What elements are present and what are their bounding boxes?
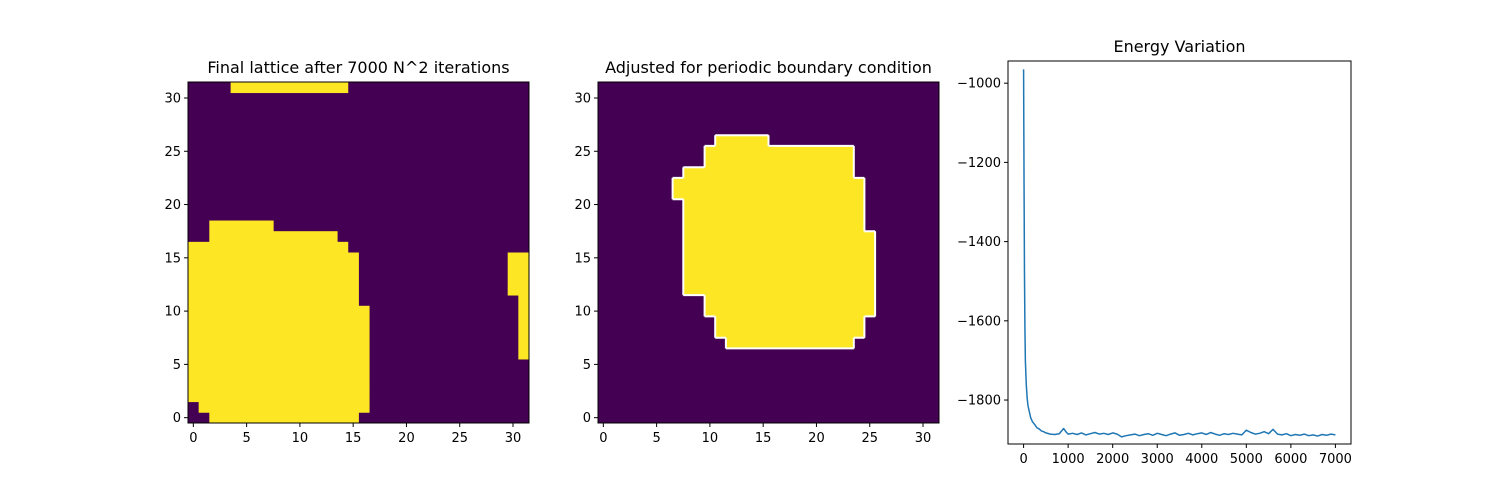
energy-panel-title: Energy Variation: [1113, 37, 1245, 56]
energy-frame: [1007, 60, 1352, 445]
energy-plot-area: [1008, 61, 1351, 444]
x-tick-label: 6000: [1274, 452, 1307, 467]
heatmap-cell-block: [715, 135, 769, 147]
heatmap-cell-block: [704, 295, 876, 317]
x-tick-label: 5000: [1230, 452, 1263, 467]
x-tick-label: 20: [808, 431, 825, 446]
x-tick-label: 2000: [1096, 452, 1129, 467]
y-tick-label: 20: [164, 198, 181, 213]
x-tick-label: 15: [755, 431, 772, 446]
x-tick-label: 30: [505, 431, 522, 446]
lattice-y-axis: 0 5 10 15 20 25 30: [164, 91, 188, 426]
x-tick-label: 10: [702, 431, 719, 446]
heatmap-cell-block: [188, 391, 370, 403]
heatmap-cell-block: [672, 177, 865, 200]
heatmap-cell-block: [683, 167, 855, 179]
y-tick-label: 30: [164, 91, 181, 106]
energy-series-line: [1022, 69, 1336, 438]
x-tick-label: 1000: [1052, 452, 1085, 467]
y-tick-label: −1000: [957, 77, 1001, 92]
adjusted-panel: Adjusted for periodic boundary condition…: [574, 58, 940, 446]
heatmap-cell-block: [209, 220, 274, 232]
heatmap-cell-block: [188, 252, 359, 307]
heatmap-cell-block: [683, 199, 865, 232]
x-tick-label: 15: [345, 431, 362, 446]
y-tick-label: 10: [574, 305, 591, 320]
adjusted-contour: [671, 134, 877, 350]
y-tick-label: 5: [583, 358, 591, 373]
heatmap-cell-block: [230, 82, 349, 94]
heatmap-cell-block: [209, 231, 338, 243]
y-tick-label: 15: [164, 251, 181, 266]
heatmap-cell-block: [198, 401, 370, 413]
heatmap-cell-block: [725, 337, 855, 349]
adjusted-panel-title: Adjusted for periodic boundary condition: [605, 58, 932, 77]
y-tick-label: 20: [574, 198, 591, 213]
y-tick-label: 25: [164, 145, 181, 160]
adjusted-y-axis: 0 5 10 15 20 25 30: [574, 91, 598, 426]
lattice-x-axis: 0 5 10 15 20 25 30: [189, 423, 521, 446]
y-tick-label: −1400: [957, 235, 1001, 250]
y-tick-label: 5: [173, 358, 181, 373]
lattice-cells: [188, 82, 530, 424]
x-tick-label: 25: [451, 431, 468, 446]
adjusted-x-axis: 0 5 10 15 20 25 30: [599, 423, 931, 446]
x-tick-label: 7000: [1319, 452, 1352, 467]
x-tick-label: 4000: [1185, 452, 1218, 467]
heatmap-cell-block: [209, 412, 359, 424]
y-tick-label: 0: [173, 411, 181, 426]
energy-x-axis: 0 1000 2000 3000 4000 5000 6000 7000: [1019, 444, 1352, 467]
adjusted-cells: [598, 82, 939, 423]
x-tick-label: 5: [652, 431, 660, 446]
x-tick-label: 20: [398, 431, 415, 446]
y-tick-label: −1600: [957, 314, 1001, 329]
y-tick-label: −1200: [957, 156, 1001, 171]
x-tick-label: 3000: [1141, 452, 1174, 467]
x-tick-label: 0: [189, 431, 197, 446]
y-tick-label: 25: [574, 145, 591, 160]
heatmap-cell-block: [683, 231, 876, 296]
y-tick-label: 0: [583, 411, 591, 426]
lattice-panel-title: Final lattice after 7000 N^2 iterations: [207, 58, 509, 77]
x-tick-label: 5: [242, 431, 250, 446]
x-tick-label: 0: [1019, 452, 1027, 467]
x-tick-label: 30: [915, 431, 932, 446]
x-tick-label: 10: [292, 431, 309, 446]
lattice-panel: Final lattice after 7000 N^2 iterations …: [164, 58, 530, 446]
heatmap-cell-block: [715, 316, 865, 339]
y-tick-label: 15: [574, 251, 591, 266]
x-tick-label: 0: [599, 431, 607, 446]
lattice-frame: [187, 81, 530, 424]
adjusted-frame: [597, 81, 940, 424]
energy-panel: Energy Variation 0 1000 2000 3000 4000 5000 60…: [957, 37, 1352, 467]
y-tick-label: 30: [574, 91, 591, 106]
heatmap-cell-block: [507, 252, 530, 296]
heatmap-cell-block: [704, 145, 855, 168]
energy-y-axis: −1000 −1200 −1400 −1600 −1800: [957, 77, 1008, 409]
heatmap-cell-block: [188, 241, 349, 253]
heatmap-cell-block: [518, 295, 530, 360]
y-tick-label: −1800: [957, 394, 1001, 409]
heatmap-cell-block: [188, 305, 370, 392]
y-tick-label: 10: [164, 305, 181, 320]
x-tick-label: 25: [861, 431, 878, 446]
